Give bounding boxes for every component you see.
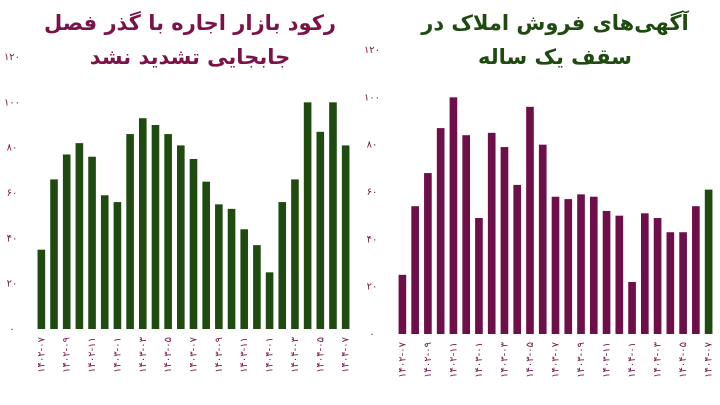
x-tick-label: ۱۴۰۴-۰۳ — [290, 336, 301, 372]
chart-subtitle: جابجایی تشدید نشد — [90, 45, 290, 69]
bar — [62, 154, 71, 329]
bar — [526, 106, 534, 334]
x-tick-label: ۱۴۰۳-۰۹ — [214, 337, 225, 373]
x-tick-label: ۱۴۰۳-۰۱ — [474, 342, 485, 378]
x-tick-label: ۱۴۰۳-۱۱ — [602, 342, 613, 378]
x-tick-label: ۱۴۰۳-۰۳ — [138, 336, 149, 372]
bar — [164, 134, 172, 329]
x-tick-label: ۱۴۰۲-۰۷ — [36, 336, 47, 372]
x-tick-label: ۱۴۰۳-۱۱ — [239, 337, 250, 373]
bar — [704, 189, 713, 334]
bar — [538, 144, 547, 334]
bar — [126, 134, 134, 329]
bar — [679, 232, 687, 334]
bar — [177, 145, 185, 329]
x-tick-label: ۱۴۰۲-۱۱ — [448, 342, 459, 378]
chart-subtitle: سقف یک ساله — [478, 45, 632, 69]
bar — [303, 102, 312, 329]
y-tick-label: ۶۰ — [367, 187, 378, 198]
bar — [500, 147, 509, 334]
bar — [265, 272, 274, 329]
y-tick-label: ۱۲۰ — [364, 45, 380, 56]
y-tick-label: ۲۰ — [367, 282, 378, 293]
bar — [653, 218, 662, 334]
y-tick-label: ۱۰۰ — [4, 97, 20, 108]
bar — [513, 184, 522, 334]
x-tick-label: ۱۴۰۴-۰۷ — [704, 341, 715, 377]
y-tick-label: ۱۲۰ — [4, 52, 20, 63]
x-tick-label: ۱۴۰۴-۰۳ — [653, 341, 664, 377]
bar — [449, 97, 458, 334]
y-tick-label: ۱۰۰ — [364, 92, 380, 103]
x-tick-label: ۱۴۰۳-۰۷ — [189, 336, 200, 372]
y-tick-label: ۸۰ — [367, 140, 378, 151]
bar — [436, 128, 445, 334]
x-tick-label: ۱۴۰۳-۰۱ — [112, 337, 123, 373]
bar — [615, 215, 624, 334]
x-tick-label: ۱۴۰۲-۰۹ — [62, 337, 73, 373]
bar — [253, 245, 261, 329]
x-tick-label: ۱۴۰۲-۰۹ — [423, 342, 434, 378]
x-tick-label: ۱۴۰۴-۰۵ — [315, 337, 326, 373]
bar — [113, 202, 122, 329]
bar — [564, 199, 573, 334]
bar — [692, 206, 700, 334]
y-tick-label: ۶۰ — [7, 188, 18, 199]
bar — [487, 132, 496, 334]
bar — [398, 274, 407, 334]
bar — [411, 206, 419, 334]
bar — [278, 202, 287, 329]
bar — [666, 232, 675, 334]
bar — [189, 159, 198, 329]
y-tick-label: ۸۰ — [7, 143, 18, 154]
bar — [100, 195, 109, 329]
bar — [424, 173, 432, 334]
bar — [551, 196, 560, 334]
bar — [50, 179, 58, 329]
y-tick-label: ۰ — [369, 329, 374, 340]
bar — [138, 118, 147, 329]
x-tick-label: ۱۴۰۴-۰۵ — [678, 342, 689, 378]
bar — [577, 194, 585, 334]
bar — [329, 102, 337, 329]
y-tick-label: ۰ — [9, 324, 14, 335]
bar — [202, 181, 210, 329]
bar — [341, 145, 350, 329]
x-tick-label: ۱۴۰۳-۰۳ — [499, 341, 510, 377]
x-tick-label: ۱۴۰۲-۰۷ — [397, 341, 408, 377]
x-tick-label: ۱۴۰۳-۰۵ — [163, 337, 174, 373]
bar — [475, 218, 483, 334]
y-tick-label: ۲۰ — [7, 279, 18, 290]
bar — [462, 135, 471, 334]
bar — [151, 125, 160, 329]
bar — [215, 204, 223, 329]
bar — [75, 143, 84, 329]
bar — [628, 281, 636, 334]
bar — [589, 196, 598, 334]
x-tick-label: ۱۴۰۴-۰۱ — [627, 342, 638, 378]
x-tick-label: ۱۴۰۲-۱۱ — [87, 337, 98, 373]
bar — [602, 210, 611, 334]
bar — [640, 213, 649, 334]
x-tick-label: ۱۴۰۴-۰۷ — [341, 336, 352, 372]
bar — [227, 208, 236, 329]
bar — [88, 156, 96, 329]
y-tick-label: ۴۰ — [367, 234, 378, 245]
x-tick-label: ۱۴۰۳-۰۹ — [576, 342, 587, 378]
x-tick-label: ۱۴۰۳-۰۵ — [525, 342, 536, 378]
y-tick-label: ۴۰ — [7, 233, 18, 244]
chart-title: رکود بازار اجاره با گذر فصل — [44, 10, 336, 35]
bar — [240, 229, 249, 329]
bar — [291, 179, 299, 329]
x-tick-label: ۱۴۰۴-۰۱ — [265, 337, 276, 373]
x-tick-label: ۱۴۰۳-۰۷ — [551, 341, 562, 377]
chart-title: آگهی‌های فروش املاک در — [420, 10, 689, 35]
bar — [37, 249, 46, 329]
bar — [316, 131, 325, 329]
